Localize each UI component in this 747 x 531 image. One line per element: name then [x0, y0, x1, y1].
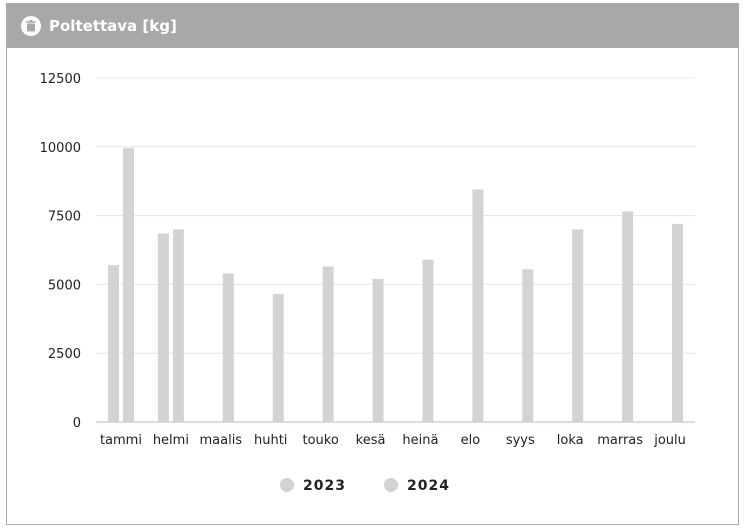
chart-widget: Poltettava [kg] 0 2500 5000 7500 10000 12500 … [6, 3, 739, 525]
grid-lines [96, 77, 695, 354]
bar-2024-tammi[interactable] [122, 148, 134, 422]
x-tick-label: huhti [254, 433, 287, 448]
x-tick-label: marras [597, 433, 643, 448]
x-tick-label: elo [461, 433, 481, 448]
x-tick-label: helmi [153, 433, 189, 448]
y-tick-label: 2500 [48, 347, 81, 362]
x-tick-label: syys [506, 433, 535, 448]
bar-2023-tammi[interactable] [107, 265, 119, 422]
y-tick-label: 7500 [48, 210, 81, 225]
x-tick-label: touko [302, 433, 338, 448]
x-axis-ticks: tammi helmi maalis huhti touko kesä heinä elo sy… [100, 433, 686, 448]
y-tick-label: 12500 [40, 72, 81, 87]
bar-2024-maalis[interactable] [222, 273, 234, 422]
bar-2024-loka[interactable] [572, 229, 584, 422]
widget-title: Poltettava [kg] [49, 17, 177, 35]
bars [107, 148, 684, 422]
bar-2024-helmi[interactable] [172, 229, 184, 422]
y-axis-ticks: 0 2500 5000 7500 10000 12500 [40, 72, 81, 431]
widget-header: Poltettava [kg] [7, 4, 738, 48]
bar-2024-huhti[interactable] [272, 294, 284, 422]
x-tick-label: kesä [356, 433, 386, 448]
y-tick-label: 5000 [48, 278, 81, 293]
legend-item-2024[interactable]: 2024 [384, 478, 450, 494]
bar-2024-touko[interactable] [322, 266, 334, 422]
x-tick-label: joulu [653, 433, 686, 448]
bar-2024-kesä[interactable] [372, 278, 384, 422]
x-tick-label: tammi [100, 433, 142, 448]
bin-icon [21, 16, 41, 36]
bar-2024-elo[interactable] [472, 189, 484, 422]
legend-swatch [384, 478, 398, 492]
bar-2024-syys[interactable] [522, 269, 534, 422]
y-tick-label: 10000 [40, 141, 81, 156]
x-tick-label: loka [557, 433, 584, 448]
legend-swatch [280, 478, 294, 492]
bar-2024-heinä[interactable] [422, 259, 434, 422]
bar-2024-joulu[interactable] [672, 223, 684, 422]
bar-chart: 0 2500 5000 7500 10000 12500 tammi helmi maalis… [40, 72, 695, 494]
legend-label: 2023 [303, 478, 346, 494]
bar-2023-helmi[interactable] [157, 233, 169, 422]
x-tick-label: heinä [402, 433, 438, 448]
legend-label: 2024 [407, 478, 450, 494]
x-tick-label: maalis [199, 433, 242, 448]
legend[interactable]: 2023 2024 [280, 478, 450, 494]
y-tick-label: 0 [73, 416, 81, 431]
bar-2024-marras[interactable] [622, 211, 634, 422]
legend-item-2023[interactable]: 2023 [280, 478, 346, 494]
